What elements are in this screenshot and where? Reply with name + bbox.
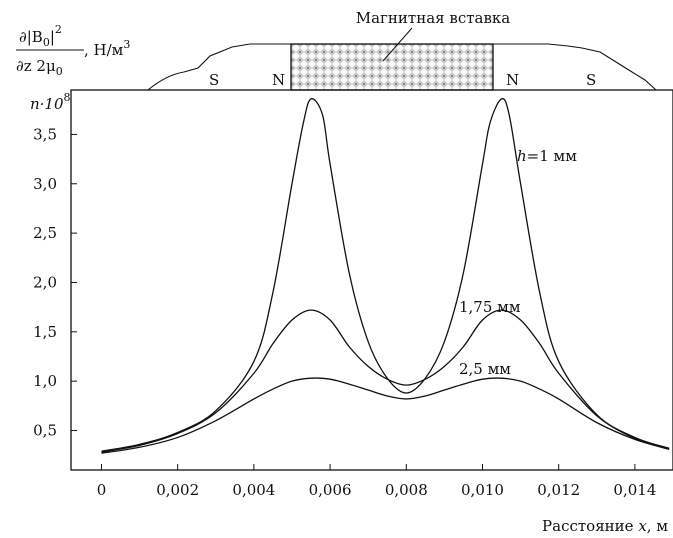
x-tick-label: 0,014: [613, 481, 656, 499]
pole-label-s-right: S: [586, 71, 596, 89]
x-tick-label: 0,006: [309, 481, 352, 499]
y-tick-label: 3,0: [33, 175, 57, 193]
series-label-h25: 2,5 мм: [459, 360, 511, 378]
x-axis-title: Расстояние x, м: [542, 517, 668, 535]
series-line-h175: [101, 309, 670, 453]
magnet-diagram: Магнитная вставка S N N S: [147, 9, 657, 91]
series-label-h175: 1,75 мм: [459, 298, 521, 316]
x-tick-label: 0,010: [461, 481, 504, 499]
y-axis: 0,5 1,0 1,5 2,0 2,5 3,0 3,5: [33, 125, 77, 440]
magnet-outline: [147, 43, 657, 91]
pole-label-n-left: N: [272, 71, 285, 89]
x-tick-label: 0,002: [156, 481, 199, 499]
y-tick-label: 2,0: [33, 273, 57, 291]
ylabel-scale: n·108: [30, 91, 71, 113]
y-tick-label: 0,5: [33, 422, 57, 440]
y-tick-label: 2,5: [33, 224, 57, 242]
y-tick-label: 3,5: [33, 125, 57, 143]
x-axis: 0 0,002 0,004 0,006 0,008 0,010 0,012 0,014: [97, 464, 656, 499]
x-tick-label: 0,012: [537, 481, 580, 499]
x-tick-label: 0,008: [385, 481, 428, 499]
series-line-h25: [101, 377, 670, 454]
series-line-h1: [101, 97, 670, 452]
x-tick-label: 0: [97, 481, 107, 499]
ylabel-numerator: ∂|B0|2: [19, 23, 62, 49]
plot-frame: [70, 89, 673, 471]
pole-label-s-left: S: [209, 71, 219, 89]
series-label-h1: h=1 мм: [517, 147, 577, 165]
ylabel-units: , Н/м3: [84, 38, 130, 59]
y-tick-label: 1,5: [33, 323, 57, 341]
y-tick-label: 1,0: [33, 372, 57, 390]
ylabel-denominator: ∂z 2μ0: [16, 57, 63, 78]
insert-leader-line: [382, 27, 413, 62]
insert-label: Магнитная вставка: [356, 9, 511, 27]
magnetic-insert: [290, 43, 494, 91]
y-axis-label: ∂|B0|2 ∂z 2μ0 , Н/м3 n·108: [16, 23, 130, 113]
pole-label-n-right: N: [506, 71, 519, 89]
series-lines: [101, 97, 670, 454]
x-tick-label: 0,004: [232, 481, 275, 499]
